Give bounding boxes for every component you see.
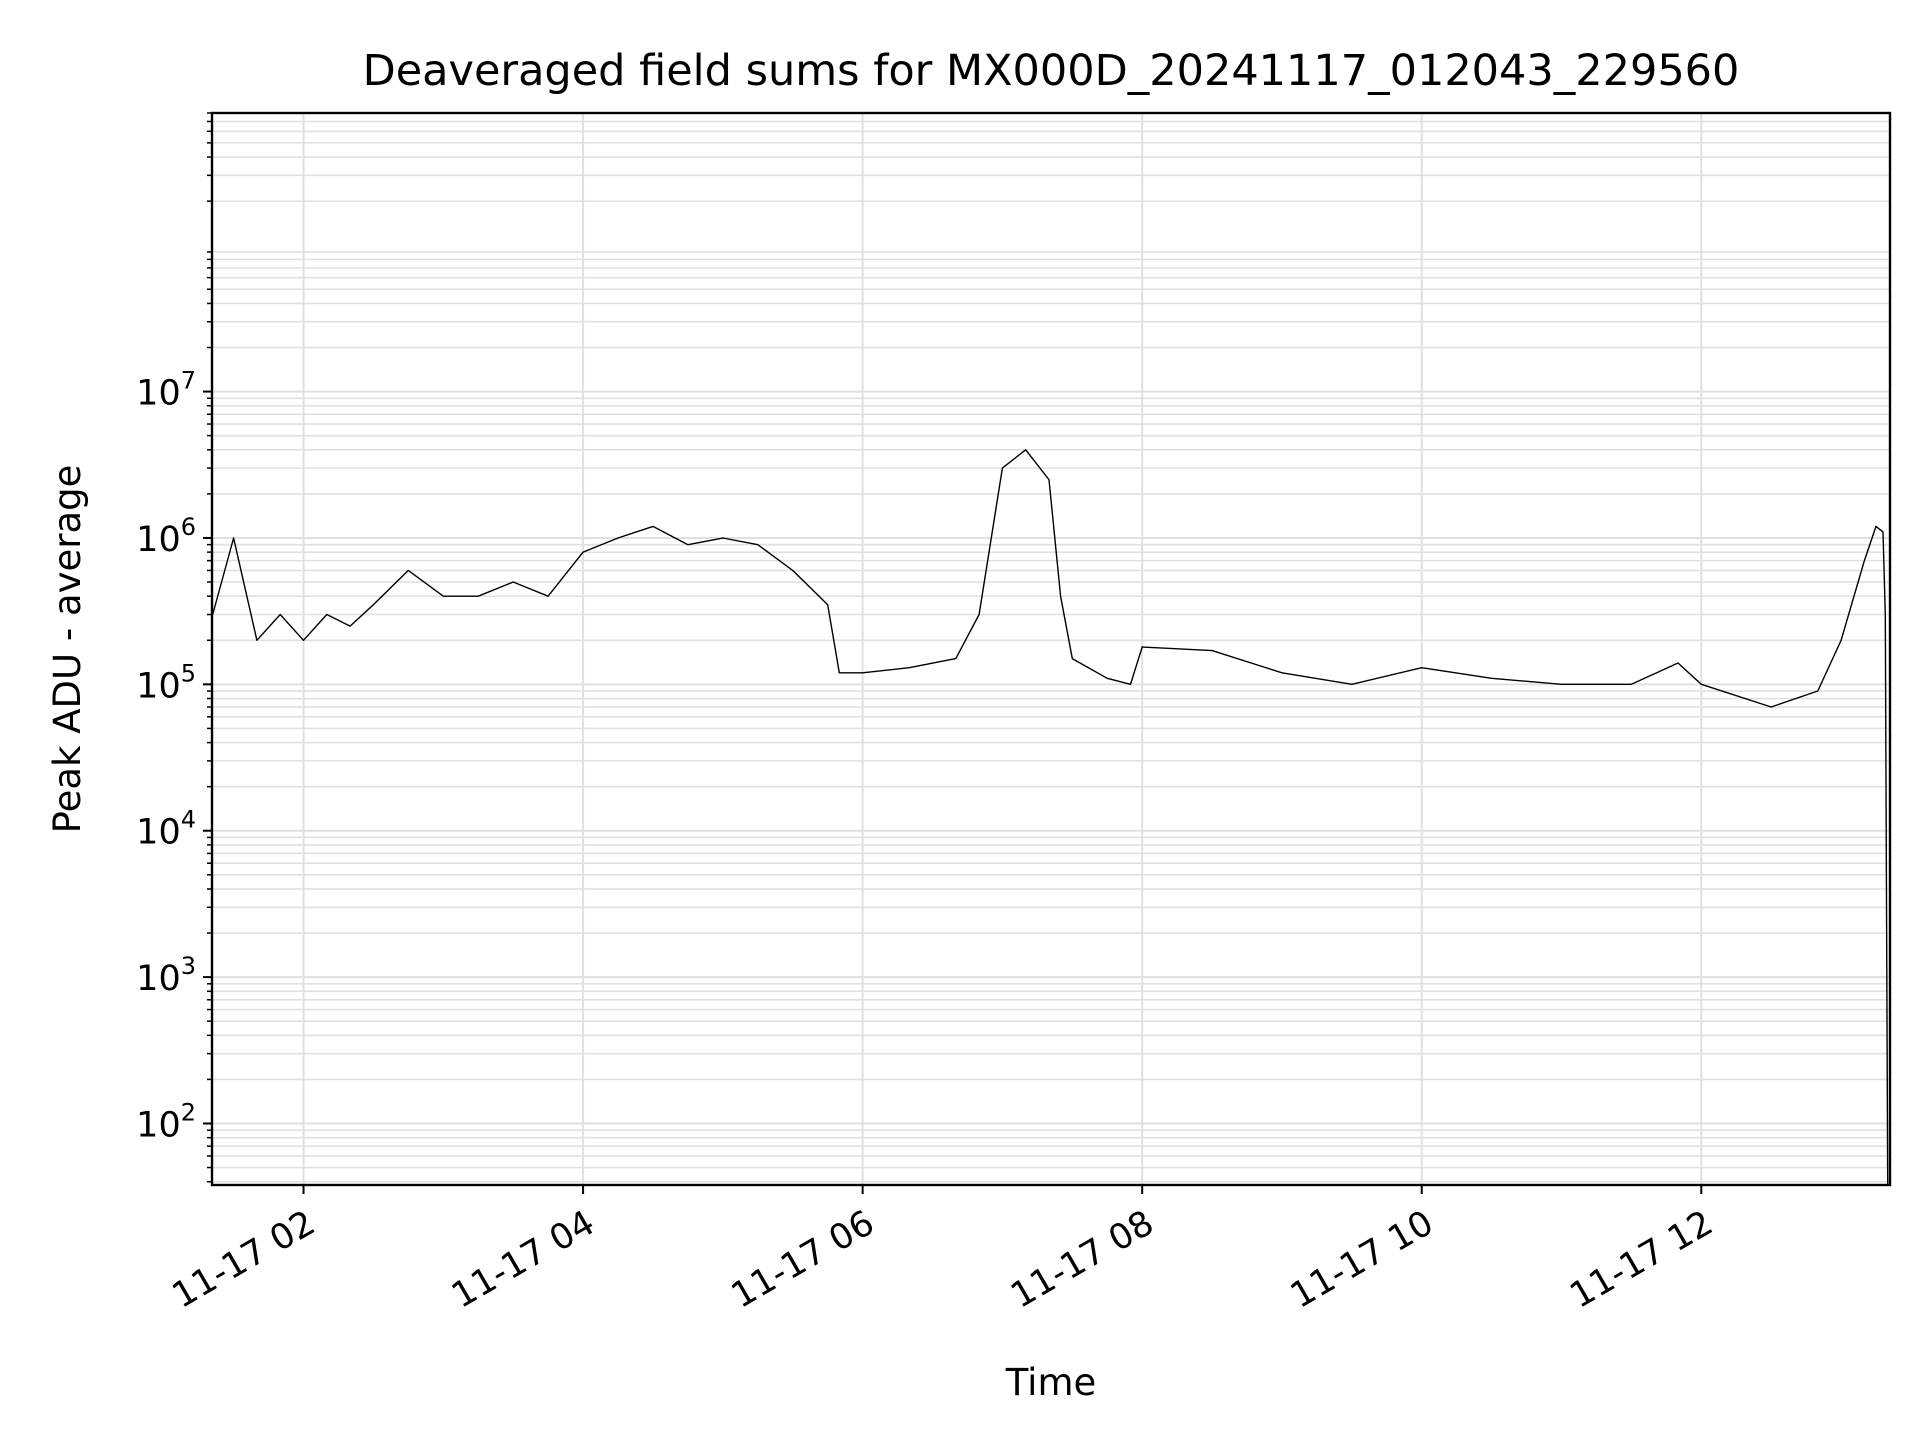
chart-title: Deaveraged field sums for MX000D_2024111… <box>363 46 1740 96</box>
series-line-0 <box>212 449 1889 1185</box>
y-axis: 102 103 104 105 106 107 <box>136 112 212 1183</box>
y-tick-label: 103 <box>136 952 196 999</box>
y-axis-label: Peak ADU - average <box>46 465 89 834</box>
plot-frame <box>210 111 1892 1187</box>
major-grid <box>212 113 1890 1185</box>
y-tick-label: 105 <box>136 659 196 706</box>
y-tick-label: 106 <box>136 513 196 560</box>
y-tick-label: 104 <box>136 806 196 853</box>
series-layer <box>212 449 1889 1185</box>
minor-grid <box>212 112 1890 1183</box>
y-tick-label: 102 <box>136 1098 196 1145</box>
x-axis-label: Time <box>1005 1361 1097 1404</box>
y-tick-label: 107 <box>136 367 196 414</box>
